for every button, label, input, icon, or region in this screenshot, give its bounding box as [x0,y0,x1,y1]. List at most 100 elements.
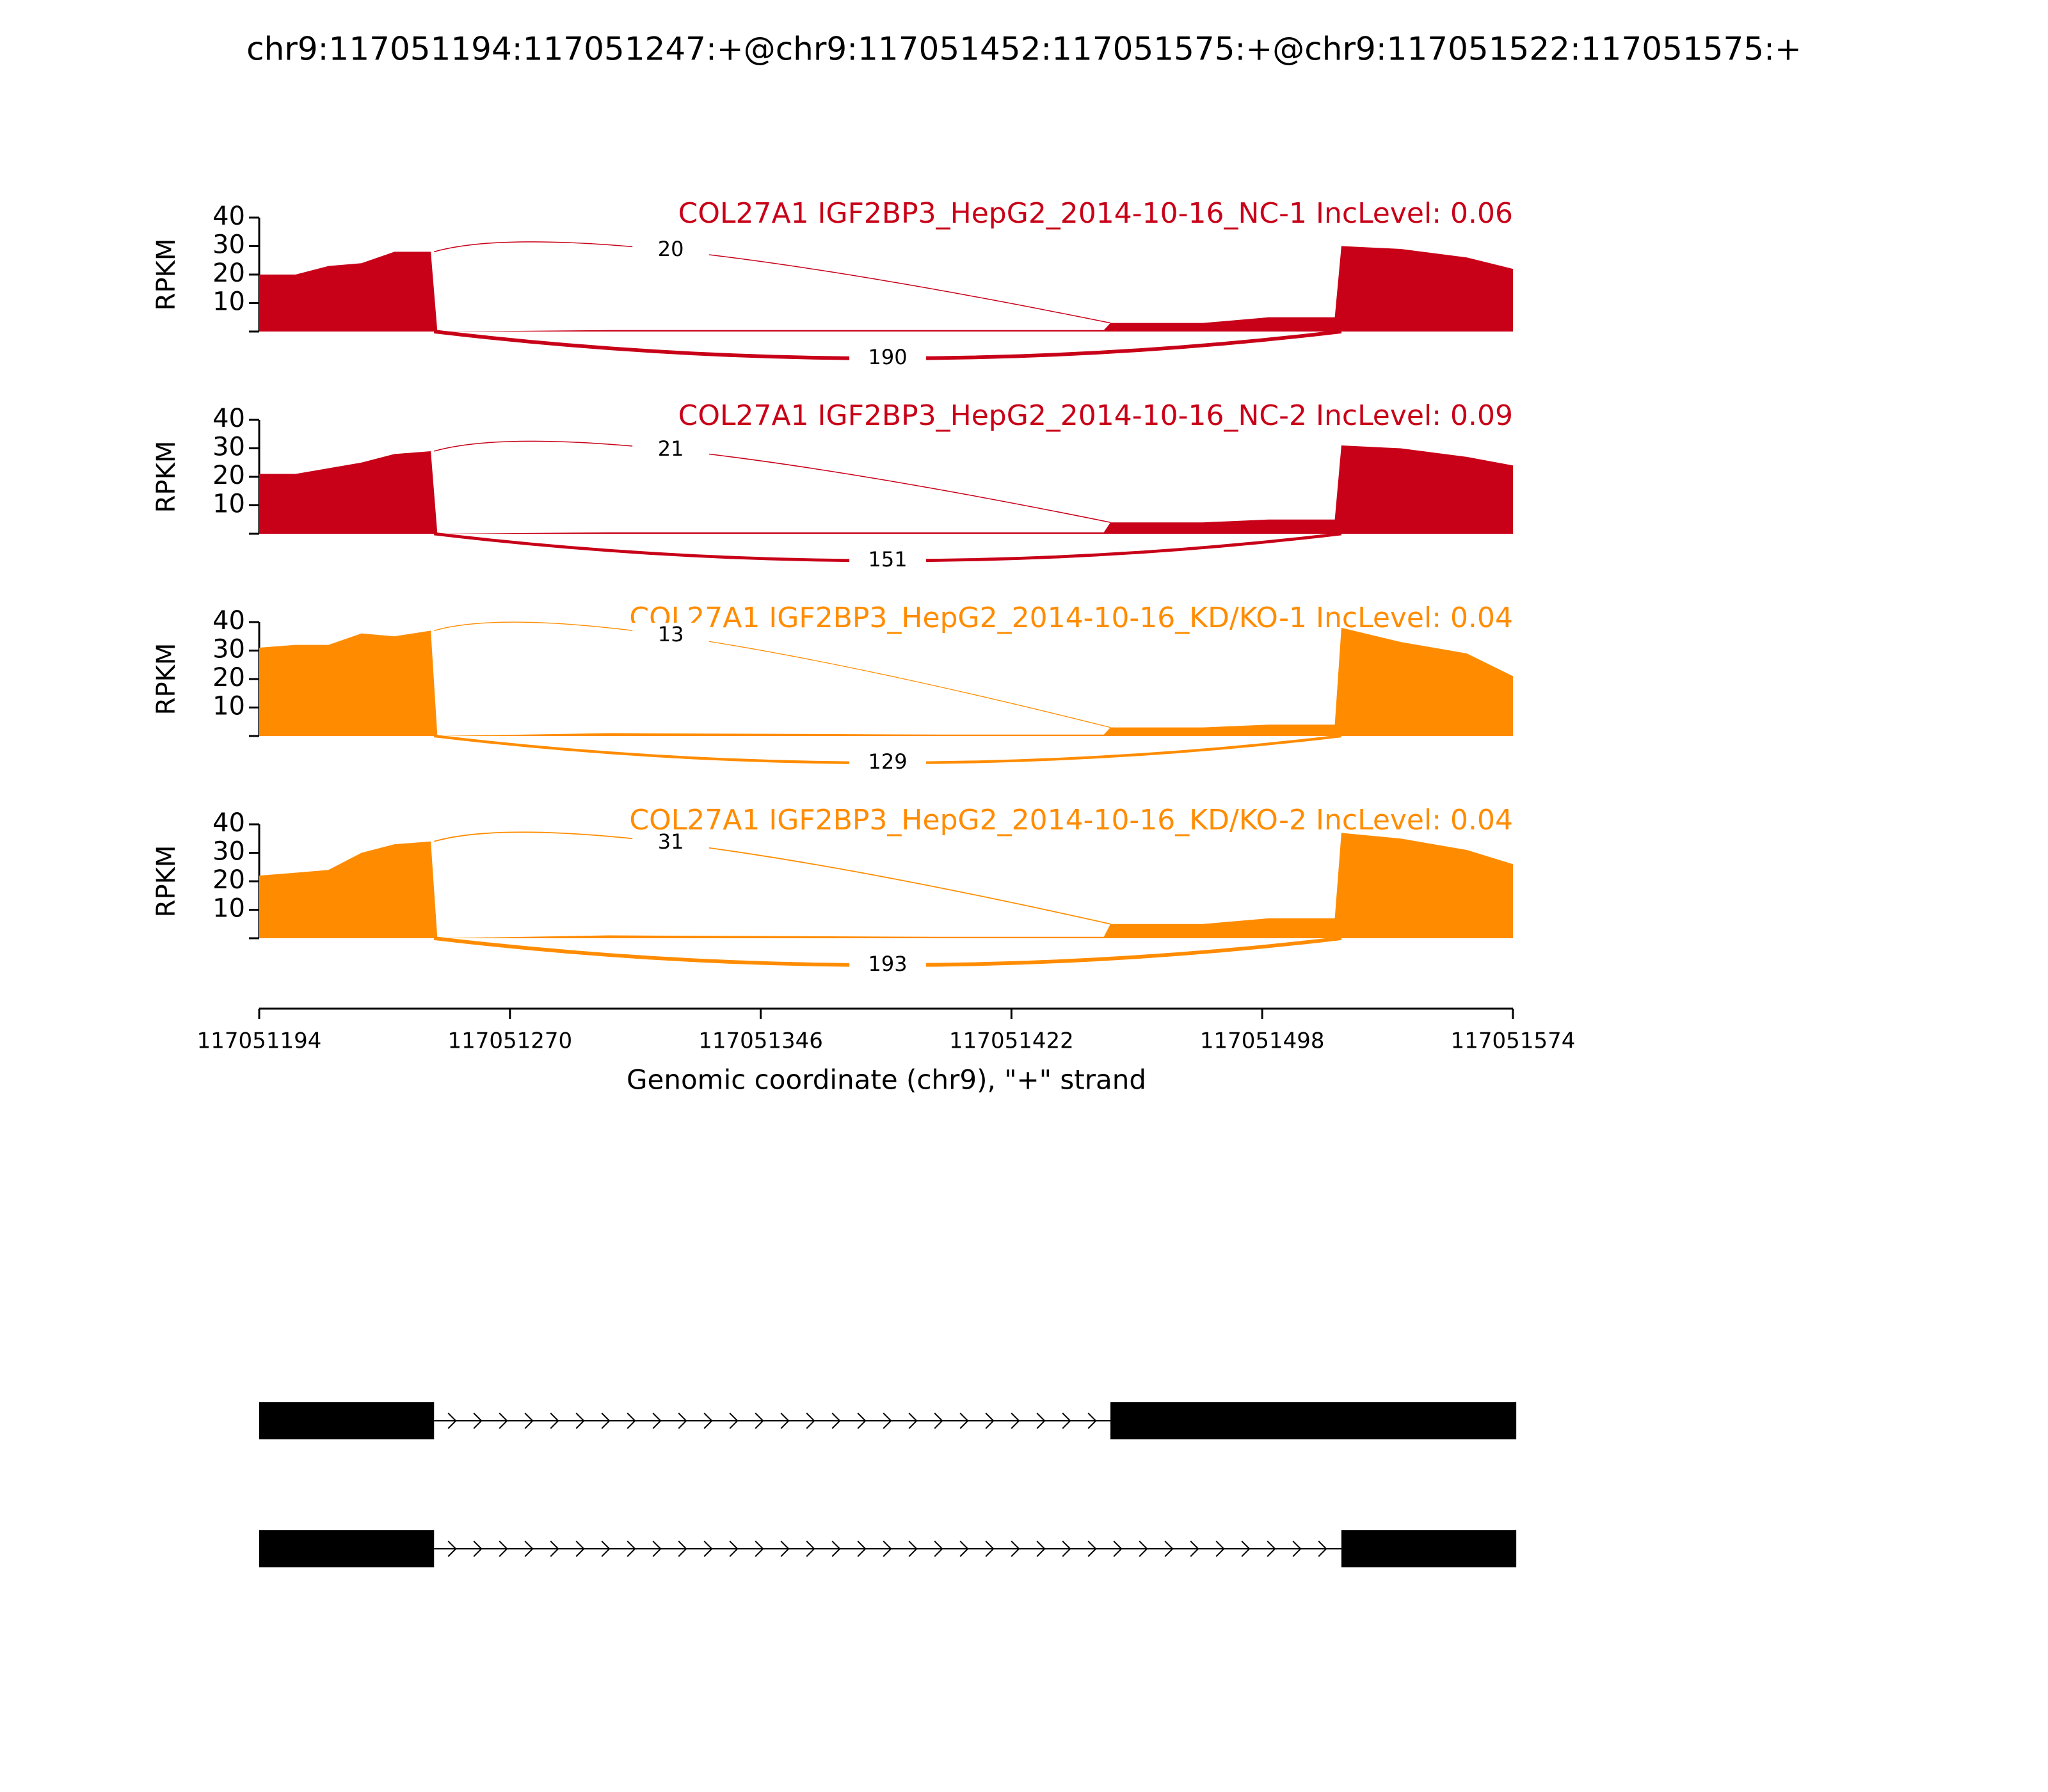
y-tick-label: 30 [212,635,245,664]
strand-arrow [652,1540,662,1557]
junction-label: 31 [658,829,684,854]
y-tick-label: 40 [212,404,245,433]
y-tick-label: 10 [212,490,245,519]
strand-arrow [678,1412,687,1429]
strand-arrow [1062,1540,1071,1557]
y-tick-label: 20 [212,865,245,895]
junction-arc [433,831,1111,925]
strand-arrow [627,1540,636,1557]
strand-arrow [1036,1412,1046,1429]
junction-arc [434,241,1111,324]
strand-arrow [1241,1540,1251,1557]
y-axis-label: RPKM [152,845,181,918]
y-axis-label: RPKM [152,441,181,513]
strand-arrow [755,1412,764,1429]
strand-arrow [857,1540,867,1557]
y-tick-label: 30 [212,837,245,867]
chart-title: chr9:117051194:117051247:+@chr9:11705145… [246,31,1802,68]
x-tick-label: 117051422 [949,1028,1074,1054]
exon [259,1402,435,1439]
strand-arrow [473,1540,483,1557]
x-tick-label: 117051194 [197,1028,322,1054]
strand-arrow [601,1412,611,1429]
x-tick-label: 117051498 [1200,1028,1325,1054]
strand-arrow [729,1540,739,1557]
strand-arrow [959,1540,969,1557]
y-tick-label: 30 [212,230,245,260]
panel-label: COL27A1 IGF2BP3_HepG2_2014-10-16_KD/KO-1… [629,602,1513,634]
panel-label: COL27A1 IGF2BP3_HepG2_2014-10-16_NC-1 In… [678,197,1513,230]
exon [259,1530,435,1567]
x-tick-label: 117051574 [1451,1028,1576,1054]
strand-arrow [857,1412,867,1429]
strand-arrow [1164,1540,1174,1557]
strand-arrow [1011,1412,1020,1429]
strand-arrow [883,1540,892,1557]
strand-arrow [883,1412,892,1429]
junction-label-bg [849,548,927,573]
strand-arrow [755,1540,764,1557]
y-tick-label: 40 [212,202,245,231]
strand-arrow [550,1412,559,1429]
junction-arc [434,440,1111,523]
strand-arrow [575,1540,585,1557]
junction-label: 21 [658,436,684,461]
junction-label-bg [849,750,927,776]
y-tick-label: 40 [212,606,245,636]
y-tick-label: 20 [212,259,245,288]
strand-arrow [1318,1540,1327,1557]
strand-arrow [1113,1540,1123,1557]
junction-label: 20 [658,237,684,261]
x-axis-label: Genomic coordinate (chr9), "+" strand [627,1064,1146,1096]
junction-label: 151 [868,547,908,572]
junction-label-bg [632,436,710,463]
strand-arrow [703,1412,713,1429]
strand-arrow [1139,1540,1148,1557]
strand-arrow [806,1540,815,1557]
junction-label-bg [632,237,710,264]
y-axis-label: RPKM [152,643,181,716]
strand-arrow [524,1412,534,1429]
panel-label: COL27A1 IGF2BP3_HepG2_2014-10-16_KD/KO-2… [629,804,1513,836]
strand-arrow [1036,1540,1046,1557]
strand-arrow [1267,1540,1276,1557]
strand-arrow [831,1412,841,1429]
y-tick-label: 20 [212,663,245,692]
strand-arrow [678,1540,687,1557]
strand-arrow [499,1412,508,1429]
y-tick-label: 10 [212,894,245,924]
strand-arrow [499,1540,508,1557]
strand-arrow [703,1540,713,1557]
junction-label: 13 [658,622,684,646]
strand-arrow [985,1412,995,1429]
junction-label-bg [849,346,927,371]
strand-arrow [806,1412,815,1429]
strand-arrow [780,1540,790,1557]
strand-arrow [934,1540,943,1557]
strand-arrow [575,1412,585,1429]
y-tick-label: 30 [212,433,245,462]
y-tick-label: 10 [212,692,245,721]
strand-arrow [447,1540,457,1557]
coverage-area [259,246,1513,332]
strand-arrow [959,1412,969,1429]
exon [1341,1530,1517,1567]
junction-label-bg [632,623,710,649]
coverage-area [259,627,1513,736]
y-tick-label: 10 [212,287,245,317]
strand-arrow [729,1412,739,1429]
strand-arrow [1011,1540,1020,1557]
junction-arc [434,621,1111,728]
strand-arrow [934,1412,943,1429]
y-tick-label: 40 [212,808,245,838]
strand-arrow [473,1412,483,1429]
y-tick-label: 20 [212,461,245,490]
panel-label: COL27A1 IGF2BP3_HepG2_2014-10-16_NC-2 In… [678,399,1513,432]
strand-arrow [447,1412,457,1429]
strand-arrow [550,1540,559,1557]
strand-arrow [1087,1540,1097,1557]
junction-label: 190 [868,345,908,369]
coverage-area [259,833,1513,938]
junction-label-bg [849,952,927,978]
